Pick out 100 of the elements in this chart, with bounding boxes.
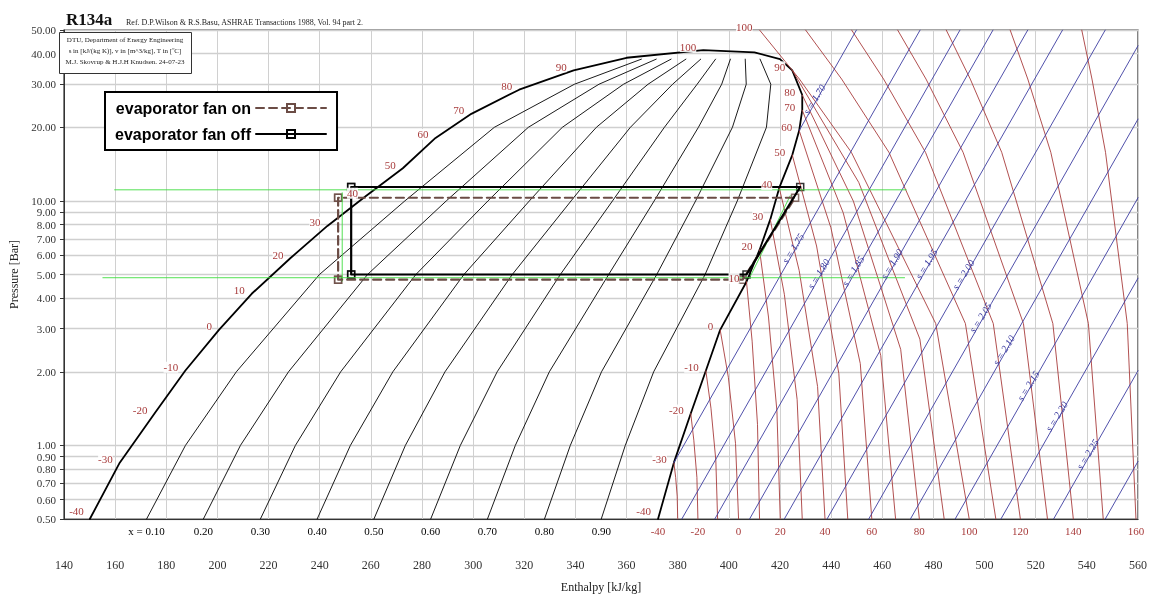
y-tick-label: 5.00 xyxy=(36,268,57,281)
x-tick-label: 360 xyxy=(617,558,636,572)
annotation: -10 xyxy=(684,361,700,374)
y-tick-label: 1.00 xyxy=(36,439,57,452)
x-axis-title: Enthalpy [kJ/kg] xyxy=(560,580,642,594)
annotation: -20 xyxy=(669,404,685,417)
text: s = 2.00 xyxy=(949,257,977,292)
annotation: 90 xyxy=(555,60,568,73)
legend-label: evaporator fan on xyxy=(115,99,252,117)
series-label: 0.30 xyxy=(250,524,271,537)
x-tick-label: 340 xyxy=(566,558,585,572)
annotation: -40 xyxy=(636,505,652,518)
annotation: -30 xyxy=(98,453,114,466)
annotation: 70 xyxy=(453,104,465,117)
x-tick-label: 320 xyxy=(515,558,534,572)
annotation: 30 xyxy=(752,209,764,222)
annotation: 60 xyxy=(866,524,878,537)
annotation: 140 xyxy=(1065,524,1083,537)
series-label: 0.70 xyxy=(477,524,498,537)
annotation: -10 xyxy=(163,361,179,374)
annotation: 0 xyxy=(206,320,213,333)
x-tick-label: 300 xyxy=(464,558,483,572)
y-tick-label: 0.60 xyxy=(36,493,57,506)
chart-title: R134a xyxy=(66,10,113,29)
y-tick-label: 3.00 xyxy=(36,322,57,335)
annotation: -20 xyxy=(132,404,149,417)
x-tick-label: 460 xyxy=(873,558,892,572)
series-label: 0.20 xyxy=(193,524,214,537)
series-label: 0.90 xyxy=(591,524,612,537)
annotation: 100 xyxy=(960,524,978,537)
x-tick-label: 560 xyxy=(1129,558,1147,572)
y-tick-label: 10.00 xyxy=(31,194,57,207)
text: s = 1.80 xyxy=(805,256,833,291)
annotation: 100 xyxy=(736,20,754,33)
annotation: 0 xyxy=(707,320,714,333)
annotation: -40 xyxy=(650,524,666,537)
x-tick-label: 500 xyxy=(975,558,994,572)
annotation: -30 xyxy=(652,453,668,466)
series-label: 0.50 xyxy=(364,524,385,537)
y-tick-label: 7.00 xyxy=(36,232,57,245)
y-tick-label: 20.00 xyxy=(31,121,57,134)
annotation: 70 xyxy=(784,100,796,113)
x-tick-label: 220 xyxy=(259,558,278,572)
annotation: 80 xyxy=(784,85,796,98)
y-tick-label: 0.50 xyxy=(36,513,57,525)
annotation: -20 xyxy=(690,524,706,537)
x-tick-label: 260 xyxy=(361,558,380,572)
annotation: 90 xyxy=(774,60,786,73)
annotation: 20 xyxy=(272,248,285,261)
annotation: 0 xyxy=(735,524,742,537)
annotation: 50 xyxy=(774,145,786,158)
x-tick-label: 420 xyxy=(771,558,789,572)
annotation: 40 xyxy=(819,524,832,537)
annotation: 80 xyxy=(913,524,926,537)
y-tick-label: 8.00 xyxy=(36,218,57,231)
annotation: 10 xyxy=(233,284,246,297)
annotation: 10 xyxy=(728,272,740,285)
x-tick-label: 440 xyxy=(822,558,841,572)
y-tick-label: 6.00 xyxy=(36,249,57,262)
y-tick-label: 40.00 xyxy=(31,47,57,60)
annotation: 40 xyxy=(346,187,359,200)
y-tick-label: 0.90 xyxy=(36,450,57,463)
annotation: 160 xyxy=(1127,524,1145,537)
x-tick-label: 180 xyxy=(157,558,176,572)
y-tick-label: 0.80 xyxy=(36,463,57,476)
x-tick-label: 380 xyxy=(668,558,687,572)
series-label: 0.40 xyxy=(307,524,328,537)
chart-subtitle: Ref. D.P.Wilson & R.S.Basu, ASHRAE Transactions 1988, Vol. 94 part 2. xyxy=(126,17,363,27)
annotation: 80 xyxy=(501,80,513,93)
x-tick-label: 540 xyxy=(1077,558,1096,572)
annotation: -40 xyxy=(69,505,85,518)
series-label: x = 0.10 xyxy=(128,524,166,537)
series-label: 0.60 xyxy=(421,524,441,537)
annotation: 60 xyxy=(781,121,793,134)
y-tick-label: 0.70 xyxy=(36,477,57,490)
x-tick-label: 520 xyxy=(1026,558,1045,572)
annotation: 20 xyxy=(741,240,754,253)
x-tick-label: 200 xyxy=(208,558,227,572)
annotation: 30 xyxy=(309,216,321,229)
text: s = 1.90 xyxy=(878,247,906,281)
y-tick-label: 4.00 xyxy=(36,292,57,305)
annotation: 120 xyxy=(1012,524,1030,537)
y-tick-label: 2.00 xyxy=(36,365,57,378)
annotation: 40 xyxy=(761,178,773,191)
x-tick-label: 280 xyxy=(413,558,431,572)
x-tick-label: 160 xyxy=(106,558,125,572)
y-tick-label: 50.00 xyxy=(31,24,57,36)
y-tick-label: 30.00 xyxy=(31,78,57,91)
annotation: 100 xyxy=(679,40,697,53)
annotation: 50 xyxy=(384,158,397,171)
y-axis-title: Pressure [Bar] xyxy=(7,240,21,309)
legend-label: evaporator fan off xyxy=(115,125,252,143)
annotation: 60 xyxy=(417,128,430,141)
x-tick-label: 140 xyxy=(55,558,73,572)
text: s = 1.70 xyxy=(800,82,828,117)
series-label: 0.80 xyxy=(534,524,555,537)
x-tick-label: 480 xyxy=(924,558,943,572)
y-tick-label: 9.00 xyxy=(36,206,57,219)
x-tick-label: 400 xyxy=(719,558,738,572)
annotation: 20 xyxy=(774,524,787,537)
